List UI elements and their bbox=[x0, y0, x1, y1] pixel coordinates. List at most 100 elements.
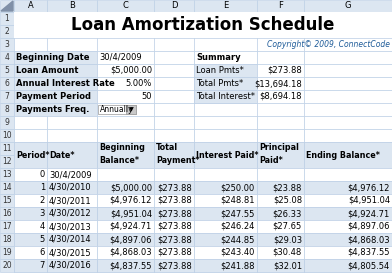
Bar bbox=[0, 155, 14, 168]
Bar bbox=[304, 233, 392, 246]
Bar bbox=[47, 259, 97, 272]
Text: Payment*: Payment* bbox=[156, 156, 200, 165]
Bar bbox=[14, 51, 47, 64]
Bar bbox=[0, 64, 14, 77]
Bar bbox=[257, 142, 304, 155]
Bar bbox=[257, 207, 304, 220]
Bar bbox=[154, 181, 194, 194]
Bar bbox=[154, 194, 194, 207]
Bar bbox=[194, 207, 257, 220]
Bar bbox=[154, 220, 194, 233]
Text: D: D bbox=[171, 1, 177, 10]
Bar bbox=[194, 220, 257, 233]
Bar bbox=[257, 246, 304, 259]
Bar bbox=[154, 207, 194, 220]
Text: C: C bbox=[123, 1, 129, 10]
Bar bbox=[304, 220, 392, 233]
Text: $30.48: $30.48 bbox=[273, 248, 302, 257]
Bar bbox=[47, 168, 97, 181]
Text: 4/30/2016: 4/30/2016 bbox=[49, 261, 92, 270]
Bar bbox=[257, 259, 304, 272]
Bar bbox=[154, 116, 194, 129]
Bar bbox=[14, 129, 47, 142]
Bar bbox=[14, 194, 47, 207]
Bar bbox=[47, 38, 97, 51]
Bar bbox=[154, 77, 194, 90]
Bar bbox=[97, 233, 154, 246]
Bar bbox=[257, 0, 304, 12]
Text: 4/30/2010: 4/30/2010 bbox=[49, 183, 92, 192]
Text: 4/30/2011: 4/30/2011 bbox=[49, 196, 92, 205]
Text: ▼: ▼ bbox=[129, 107, 133, 112]
Bar bbox=[194, 77, 257, 90]
Bar bbox=[194, 0, 257, 12]
Text: $4,868.03: $4,868.03 bbox=[347, 235, 390, 244]
Bar bbox=[257, 64, 304, 77]
Bar bbox=[154, 116, 194, 129]
Bar bbox=[14, 207, 47, 220]
Bar bbox=[14, 12, 392, 38]
Text: 8: 8 bbox=[5, 105, 9, 114]
Bar bbox=[14, 90, 47, 103]
Text: Beginning: Beginning bbox=[99, 143, 145, 152]
Bar bbox=[97, 129, 154, 142]
Bar bbox=[14, 129, 47, 142]
Bar bbox=[97, 116, 154, 129]
Text: $273.88: $273.88 bbox=[157, 196, 192, 205]
Bar bbox=[14, 38, 47, 51]
Text: Loan Amount: Loan Amount bbox=[16, 66, 78, 75]
Text: 7: 7 bbox=[5, 92, 9, 101]
Text: 5.00%: 5.00% bbox=[125, 79, 152, 88]
Bar bbox=[97, 194, 154, 207]
Bar bbox=[194, 155, 257, 168]
Bar bbox=[154, 129, 194, 142]
Bar bbox=[304, 142, 392, 155]
Bar bbox=[47, 116, 97, 129]
Text: $4,976.12: $4,976.12 bbox=[110, 196, 152, 205]
Bar bbox=[304, 194, 392, 207]
Text: 7: 7 bbox=[40, 261, 45, 270]
Bar bbox=[97, 51, 154, 64]
Bar bbox=[97, 90, 154, 103]
Text: $4,924.71: $4,924.71 bbox=[348, 209, 390, 218]
Bar bbox=[97, 194, 154, 207]
Bar bbox=[0, 142, 14, 155]
Bar bbox=[154, 168, 194, 181]
Bar bbox=[154, 129, 194, 142]
Bar bbox=[194, 116, 257, 129]
Bar bbox=[257, 129, 304, 142]
Bar bbox=[194, 246, 257, 259]
Bar bbox=[304, 51, 392, 64]
Bar bbox=[194, 90, 257, 103]
Bar bbox=[0, 259, 14, 272]
Bar bbox=[0, 246, 14, 259]
Text: 5: 5 bbox=[40, 235, 45, 244]
Bar bbox=[14, 77, 97, 90]
Bar bbox=[47, 129, 97, 142]
Text: $250.00: $250.00 bbox=[221, 183, 255, 192]
Text: $5,000.00: $5,000.00 bbox=[110, 66, 152, 75]
Text: 6: 6 bbox=[5, 79, 9, 88]
Bar bbox=[154, 207, 194, 220]
Bar bbox=[194, 12, 257, 25]
Bar bbox=[14, 246, 47, 259]
Bar bbox=[0, 181, 14, 194]
Bar bbox=[47, 116, 97, 129]
Text: $273.88: $273.88 bbox=[267, 66, 302, 75]
Text: Interest Paid*: Interest Paid* bbox=[196, 150, 258, 160]
Bar bbox=[304, 181, 392, 194]
Text: Copyright© 2009, ConnectCode: Copyright© 2009, ConnectCode bbox=[267, 40, 390, 49]
Bar bbox=[97, 142, 154, 155]
Bar bbox=[154, 142, 194, 155]
Bar bbox=[257, 168, 304, 181]
Text: 4/30/2015: 4/30/2015 bbox=[49, 248, 92, 257]
Bar bbox=[304, 51, 392, 64]
Bar bbox=[97, 25, 154, 38]
Text: $4,951.04: $4,951.04 bbox=[110, 209, 152, 218]
Bar bbox=[97, 259, 154, 272]
Bar bbox=[0, 116, 14, 129]
Text: 30/4/2009: 30/4/2009 bbox=[99, 53, 142, 62]
Text: Paid*: Paid* bbox=[259, 156, 283, 165]
Bar bbox=[257, 116, 304, 129]
Bar bbox=[154, 25, 194, 38]
